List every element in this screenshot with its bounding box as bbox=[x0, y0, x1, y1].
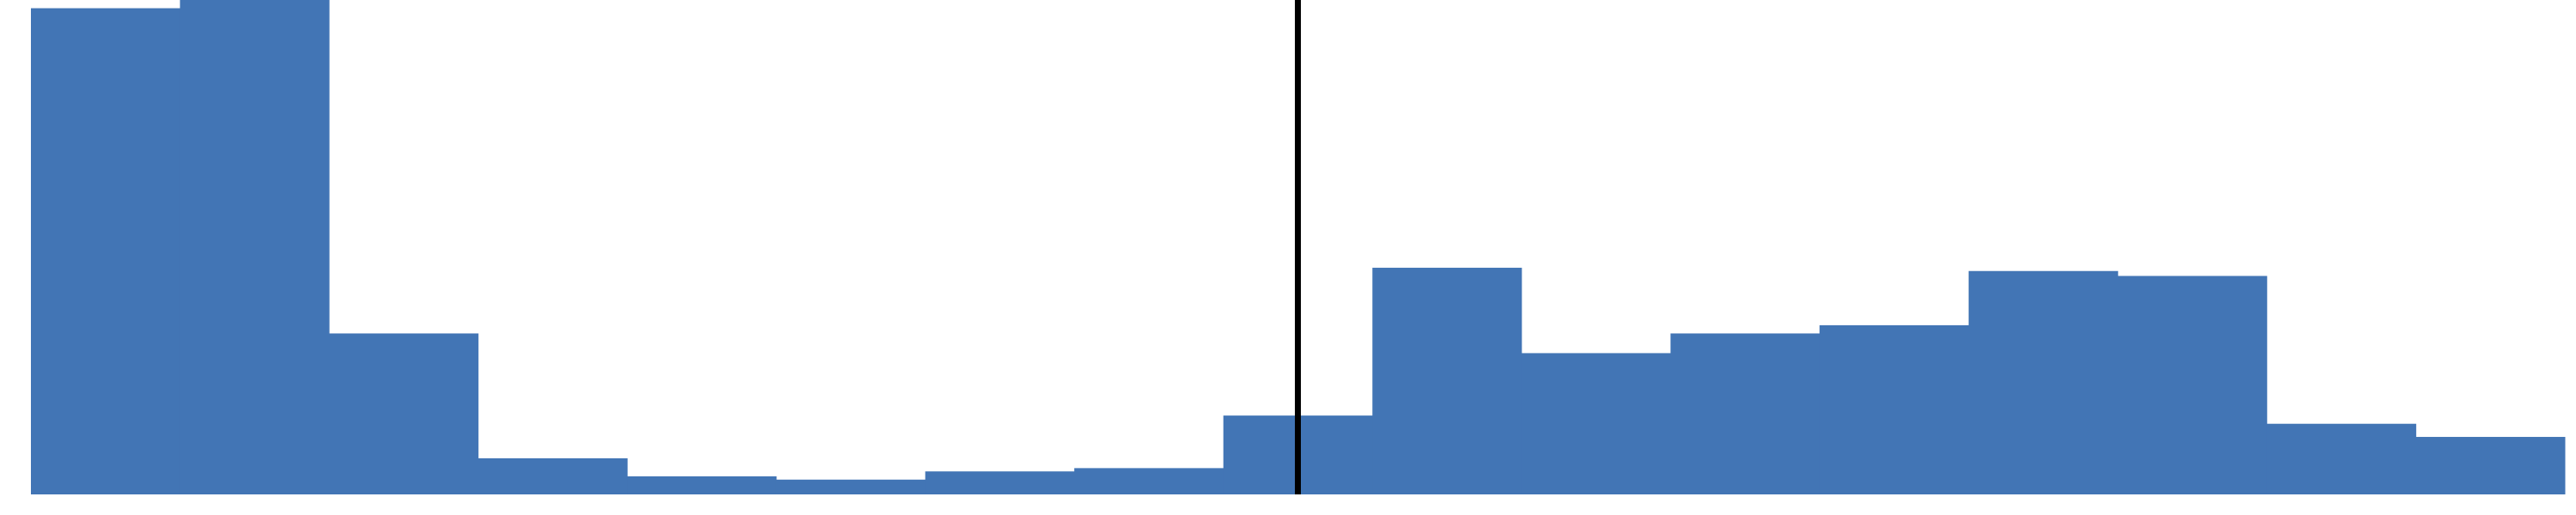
bar bbox=[1820, 324, 1970, 494]
bar bbox=[329, 333, 479, 494]
bar bbox=[1372, 267, 1522, 494]
bar bbox=[775, 479, 927, 494]
bar bbox=[627, 476, 777, 494]
bar bbox=[925, 471, 1075, 494]
bar bbox=[2266, 423, 2416, 494]
bar bbox=[31, 8, 181, 494]
bar bbox=[1074, 468, 1224, 494]
bar bbox=[1968, 270, 2118, 494]
bar bbox=[179, 0, 330, 494]
bar bbox=[477, 457, 628, 494]
bar bbox=[2415, 437, 2566, 494]
bar bbox=[1670, 333, 1820, 494]
bar bbox=[1521, 353, 1671, 494]
bar bbox=[2117, 276, 2268, 494]
